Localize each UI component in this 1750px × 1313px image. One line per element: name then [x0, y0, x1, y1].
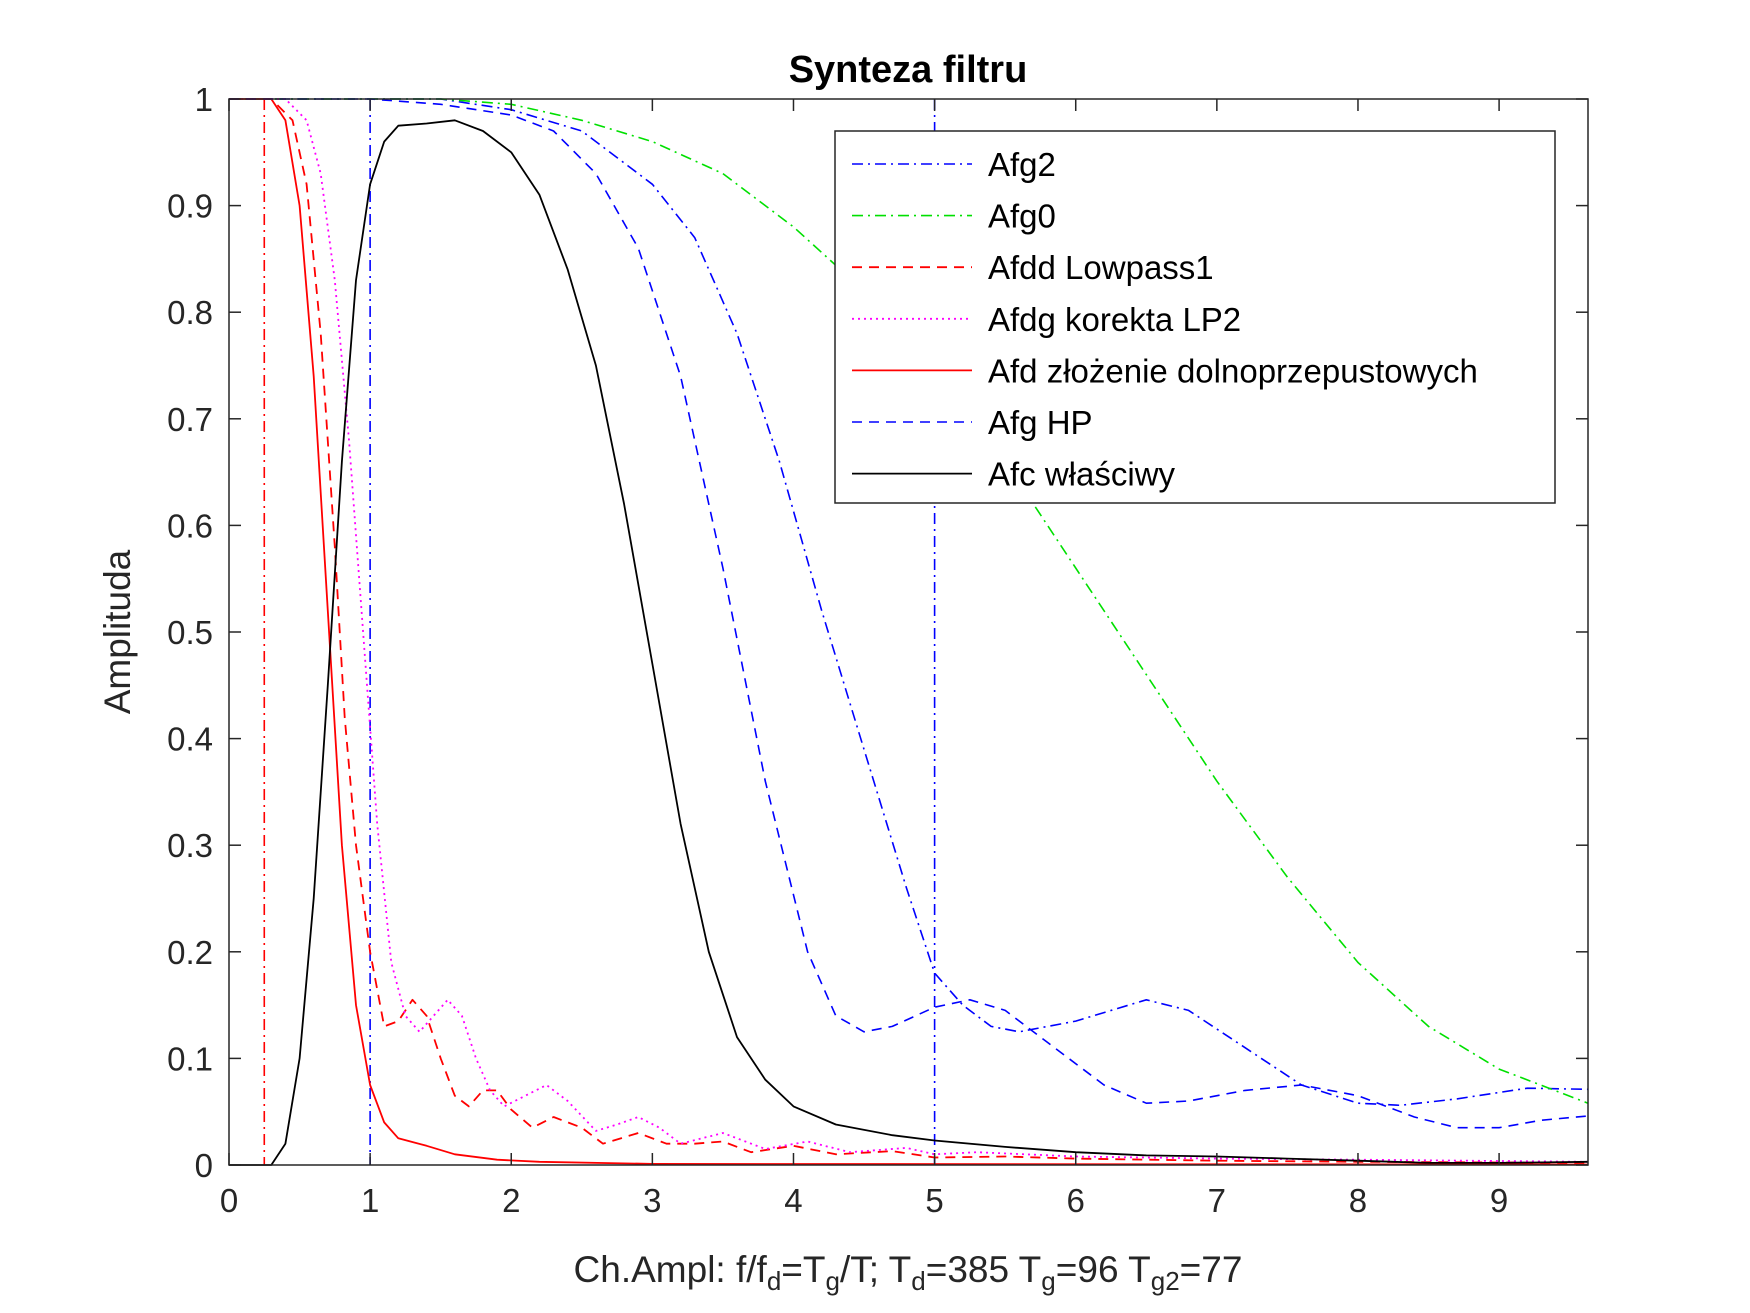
chart-title: Synteza filtru	[789, 49, 1028, 91]
legend: Afg2 Afg0 Afdd Lowpass1 Afdg korekta LP2 Afd…	[834, 130, 1556, 504]
y-tick-labels: 0 0.1 0.2 0.3 0.4 0.5 0.6 0.7 0.8 0.9 1	[167, 81, 213, 1184]
legend-label-6: Afc właściwy	[988, 456, 1176, 493]
x-tick-label: 2	[502, 1182, 520, 1219]
y-tick-label: 0.1	[167, 1040, 213, 1077]
legend-box	[834, 130, 1556, 504]
x-axis-label-part: d	[767, 1266, 781, 1296]
x-tick-label: 6	[1067, 1182, 1085, 1219]
x-axis-label-part: g	[826, 1266, 840, 1296]
legend-label-3: Afdg korekta LP2	[988, 301, 1241, 338]
x-tick-label: 7	[1208, 1182, 1226, 1219]
x-tick-label: 5	[925, 1182, 943, 1219]
x-tick-label: 1	[361, 1182, 379, 1219]
x-tick-label: 3	[643, 1182, 661, 1219]
x-tick-labels: 0 1 2 3 4 5 6 7 8 9	[220, 1182, 1508, 1219]
legend-label-0: Afg2	[988, 146, 1056, 183]
y-tick-label: 0.6	[167, 507, 213, 544]
x-tick-label: 4	[784, 1182, 802, 1219]
y-tick-label: 0.4	[167, 721, 213, 758]
series-line-2	[229, 98, 1589, 1164]
series-line-0	[229, 98, 1589, 1107]
y-tick-label: 0.3	[167, 827, 213, 864]
x-axis-label-part: /T; T	[840, 1249, 911, 1290]
legend-label-5: Afg HP	[988, 404, 1093, 441]
y-tick-label: 0.7	[167, 401, 213, 438]
y-axis-label: Amplituda	[97, 549, 138, 714]
x-tick-label: 0	[220, 1182, 238, 1219]
x-axis-label-part: d	[911, 1266, 925, 1296]
legend-label-2: Afdd Lowpass1	[988, 249, 1214, 286]
x-axis-label-part: =96 T	[1056, 1249, 1151, 1290]
legend-label-1: Afg0	[988, 198, 1056, 235]
x-axis-label-part: g	[1041, 1266, 1055, 1296]
x-axis-label-part: =385 T	[926, 1249, 1042, 1290]
y-tick-label: 0.5	[167, 614, 213, 651]
legend-label-4: Afd złożenie dolnoprzepustowych	[988, 352, 1478, 389]
y-tick-label: 0.9	[167, 188, 213, 225]
x-axis-label-part: =77	[1180, 1249, 1243, 1290]
x-axis-label-part: g2	[1151, 1266, 1180, 1296]
y-tick-label: 1	[195, 81, 213, 118]
x-tick-label: 8	[1349, 1182, 1367, 1219]
y-tick-label: 0.8	[167, 294, 213, 331]
axis-ticks	[228, 98, 1588, 1166]
series-line-6	[229, 119, 1589, 1166]
x-axis-label-part: =T	[781, 1249, 825, 1290]
y-tick-label: 0	[195, 1147, 213, 1184]
x-tick-label: 9	[1490, 1182, 1508, 1219]
series-line-5	[229, 98, 1589, 1129]
x-axis-label: Ch.Ampl: f/fd=Tg/T; Td=385 Tg=96 Tg2=77	[574, 1249, 1243, 1296]
x-axis-label-part: Ch.Ampl: f/f	[574, 1249, 768, 1290]
y-tick-label: 0.2	[167, 934, 213, 971]
